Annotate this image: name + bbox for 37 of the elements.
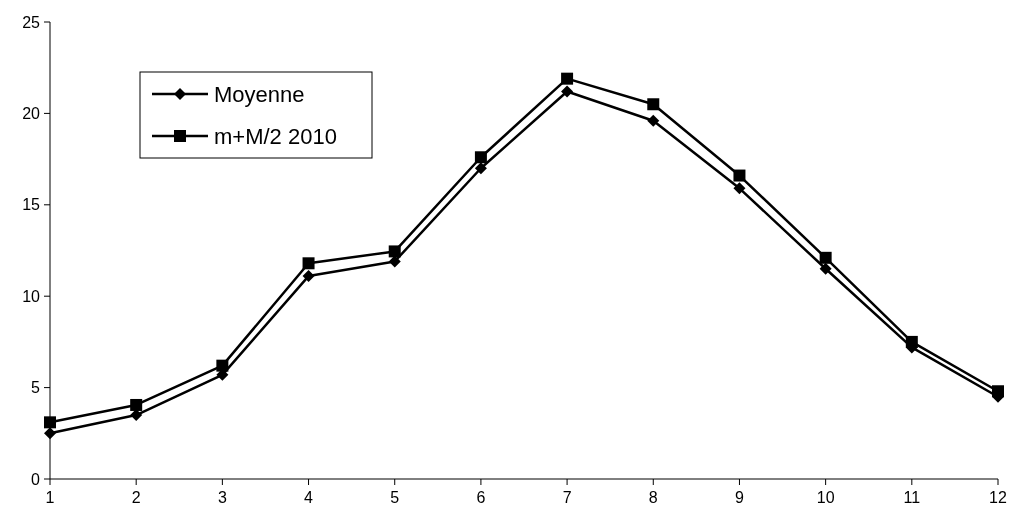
x-tick-label: 6: [476, 489, 486, 506]
point: [130, 398, 143, 411]
legend-label: Moyenne: [214, 81, 305, 107]
x-tick-label: 9: [735, 489, 744, 506]
x-tick-label: 1: [45, 489, 55, 506]
point: [733, 169, 746, 182]
point: [44, 416, 56, 429]
point: [474, 162, 487, 175]
x-tick-label: 8: [648, 489, 658, 506]
y-tick-label: 15: [22, 196, 41, 214]
y-tick-label: 0: [31, 470, 41, 488]
point: [474, 151, 487, 164]
y-tick-label: 25: [22, 13, 41, 31]
x-tick-label: 4: [304, 489, 314, 506]
point: [302, 270, 315, 283]
x-tick-label: 7: [562, 489, 572, 506]
x-tick-label: 3: [217, 489, 227, 506]
point: [130, 409, 143, 422]
point: [302, 257, 315, 270]
point: [388, 245, 401, 258]
point: [647, 98, 660, 111]
point: [647, 114, 660, 127]
y-tick-label: 10: [22, 287, 41, 305]
legend-label: m+M/2 2010: [214, 123, 337, 149]
x-tick-label: 12: [989, 489, 1007, 506]
y-tick-label: 5: [31, 379, 41, 397]
y-tick-label: 20: [22, 105, 41, 122]
point: [819, 251, 832, 264]
point: [44, 427, 56, 440]
x-tick-label: 2: [131, 489, 141, 506]
point: [733, 182, 746, 195]
point: [561, 85, 574, 98]
x-tick-label: 11: [903, 489, 921, 506]
point: [819, 262, 832, 275]
x-tick-label: 10: [816, 489, 835, 506]
x-tick-label: 5: [390, 489, 400, 506]
point: [561, 72, 574, 85]
